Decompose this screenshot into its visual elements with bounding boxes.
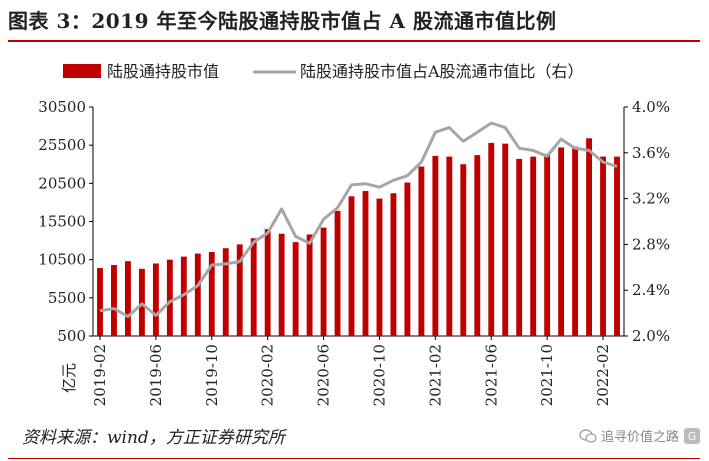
bar (404, 182, 411, 336)
bar (572, 146, 579, 336)
x-tick-label: 2022-02 (594, 344, 612, 406)
bar (558, 147, 565, 336)
y-left-tick-label: 500 (57, 327, 86, 345)
y-left-tick-label: 20500 (38, 174, 86, 192)
bar (264, 229, 271, 336)
bar (306, 234, 313, 336)
bar (516, 158, 523, 336)
bar (418, 166, 425, 336)
bar (250, 238, 257, 336)
bar (111, 265, 117, 336)
chart: 陆股通持股市值 陆股通持股市值占A股流通市值比（右） 500 5500 10500 155… (38, 62, 670, 406)
x-tick-label: 2021-06 (482, 344, 500, 406)
svg-text:G: G (688, 430, 697, 443)
bar (586, 138, 593, 336)
bottom-divider (8, 458, 700, 459)
x-tick-label: 2019-10 (203, 344, 221, 406)
bar (124, 261, 131, 336)
chart-title: 图表 3：2019 年至今陆股通持股市值占 A 股流通市值比例 (8, 9, 557, 33)
y-left-tick-label: 10500 (38, 251, 86, 269)
bar (194, 253, 201, 336)
y-right-tick-label: 2.0% (632, 327, 670, 345)
watermark-text: 追寻价值之路 (600, 430, 679, 445)
x-tick-label: 2021-10 (538, 344, 556, 406)
bar (152, 263, 159, 336)
bar (544, 154, 551, 336)
x-tick-label: 2019-06 (147, 344, 165, 406)
bar (278, 233, 285, 336)
bar (600, 156, 606, 336)
bar (320, 227, 327, 336)
bar (390, 193, 397, 336)
bar (488, 142, 495, 336)
bar (432, 155, 439, 336)
bar (97, 268, 103, 336)
x-tick-label: 2019-02 (91, 344, 109, 406)
bar (292, 242, 299, 336)
y-left-tick-label: 15500 (38, 213, 86, 231)
series-line-ratio (99, 121, 618, 318)
bar (530, 156, 537, 336)
bar (614, 156, 620, 336)
y-left-tick-label: 5500 (48, 289, 86, 307)
x-tick-label: 2020-10 (370, 344, 388, 406)
bar (334, 210, 341, 336)
legend-label-bar: 陆股通持股市值 (107, 62, 219, 81)
bar (376, 198, 383, 336)
bar (222, 248, 229, 336)
bar (236, 244, 243, 336)
y-right-tick-label: 4.0% (632, 98, 670, 116)
y-right-tick-label: 2.8% (632, 235, 670, 253)
y-right-tick-label: 3.2% (632, 190, 670, 208)
bar (348, 196, 355, 336)
watermark: 追寻价值之路 G (579, 426, 701, 445)
legend-label-line: 陆股通持股市值占A股流通市值比（右） (300, 62, 584, 81)
y-right-tick-label: 2.4% (632, 281, 670, 299)
y-axis-label: 亿元 (60, 363, 78, 393)
legend-swatch-bar (63, 64, 101, 78)
y-left-tick-label: 25500 (38, 136, 86, 154)
bar (362, 190, 369, 336)
title-divider (8, 40, 700, 42)
wechat-icon (579, 428, 597, 443)
y-right-tick-label: 3.6% (632, 144, 670, 162)
x-tick-label: 2020-02 (259, 344, 277, 406)
bar (460, 164, 467, 336)
bar (166, 259, 173, 336)
bar (208, 252, 215, 336)
source-note: 资料来源：wind，方正证券研究所 (22, 428, 285, 448)
bar (502, 143, 509, 336)
bar (474, 155, 481, 336)
gelonghui-logo-icon: G (684, 427, 700, 444)
bar (446, 156, 453, 336)
y-left-tick-label: 30500 (38, 98, 86, 116)
x-tick-label: 2020-06 (315, 344, 333, 406)
x-tick-label: 2021-02 (426, 344, 444, 406)
